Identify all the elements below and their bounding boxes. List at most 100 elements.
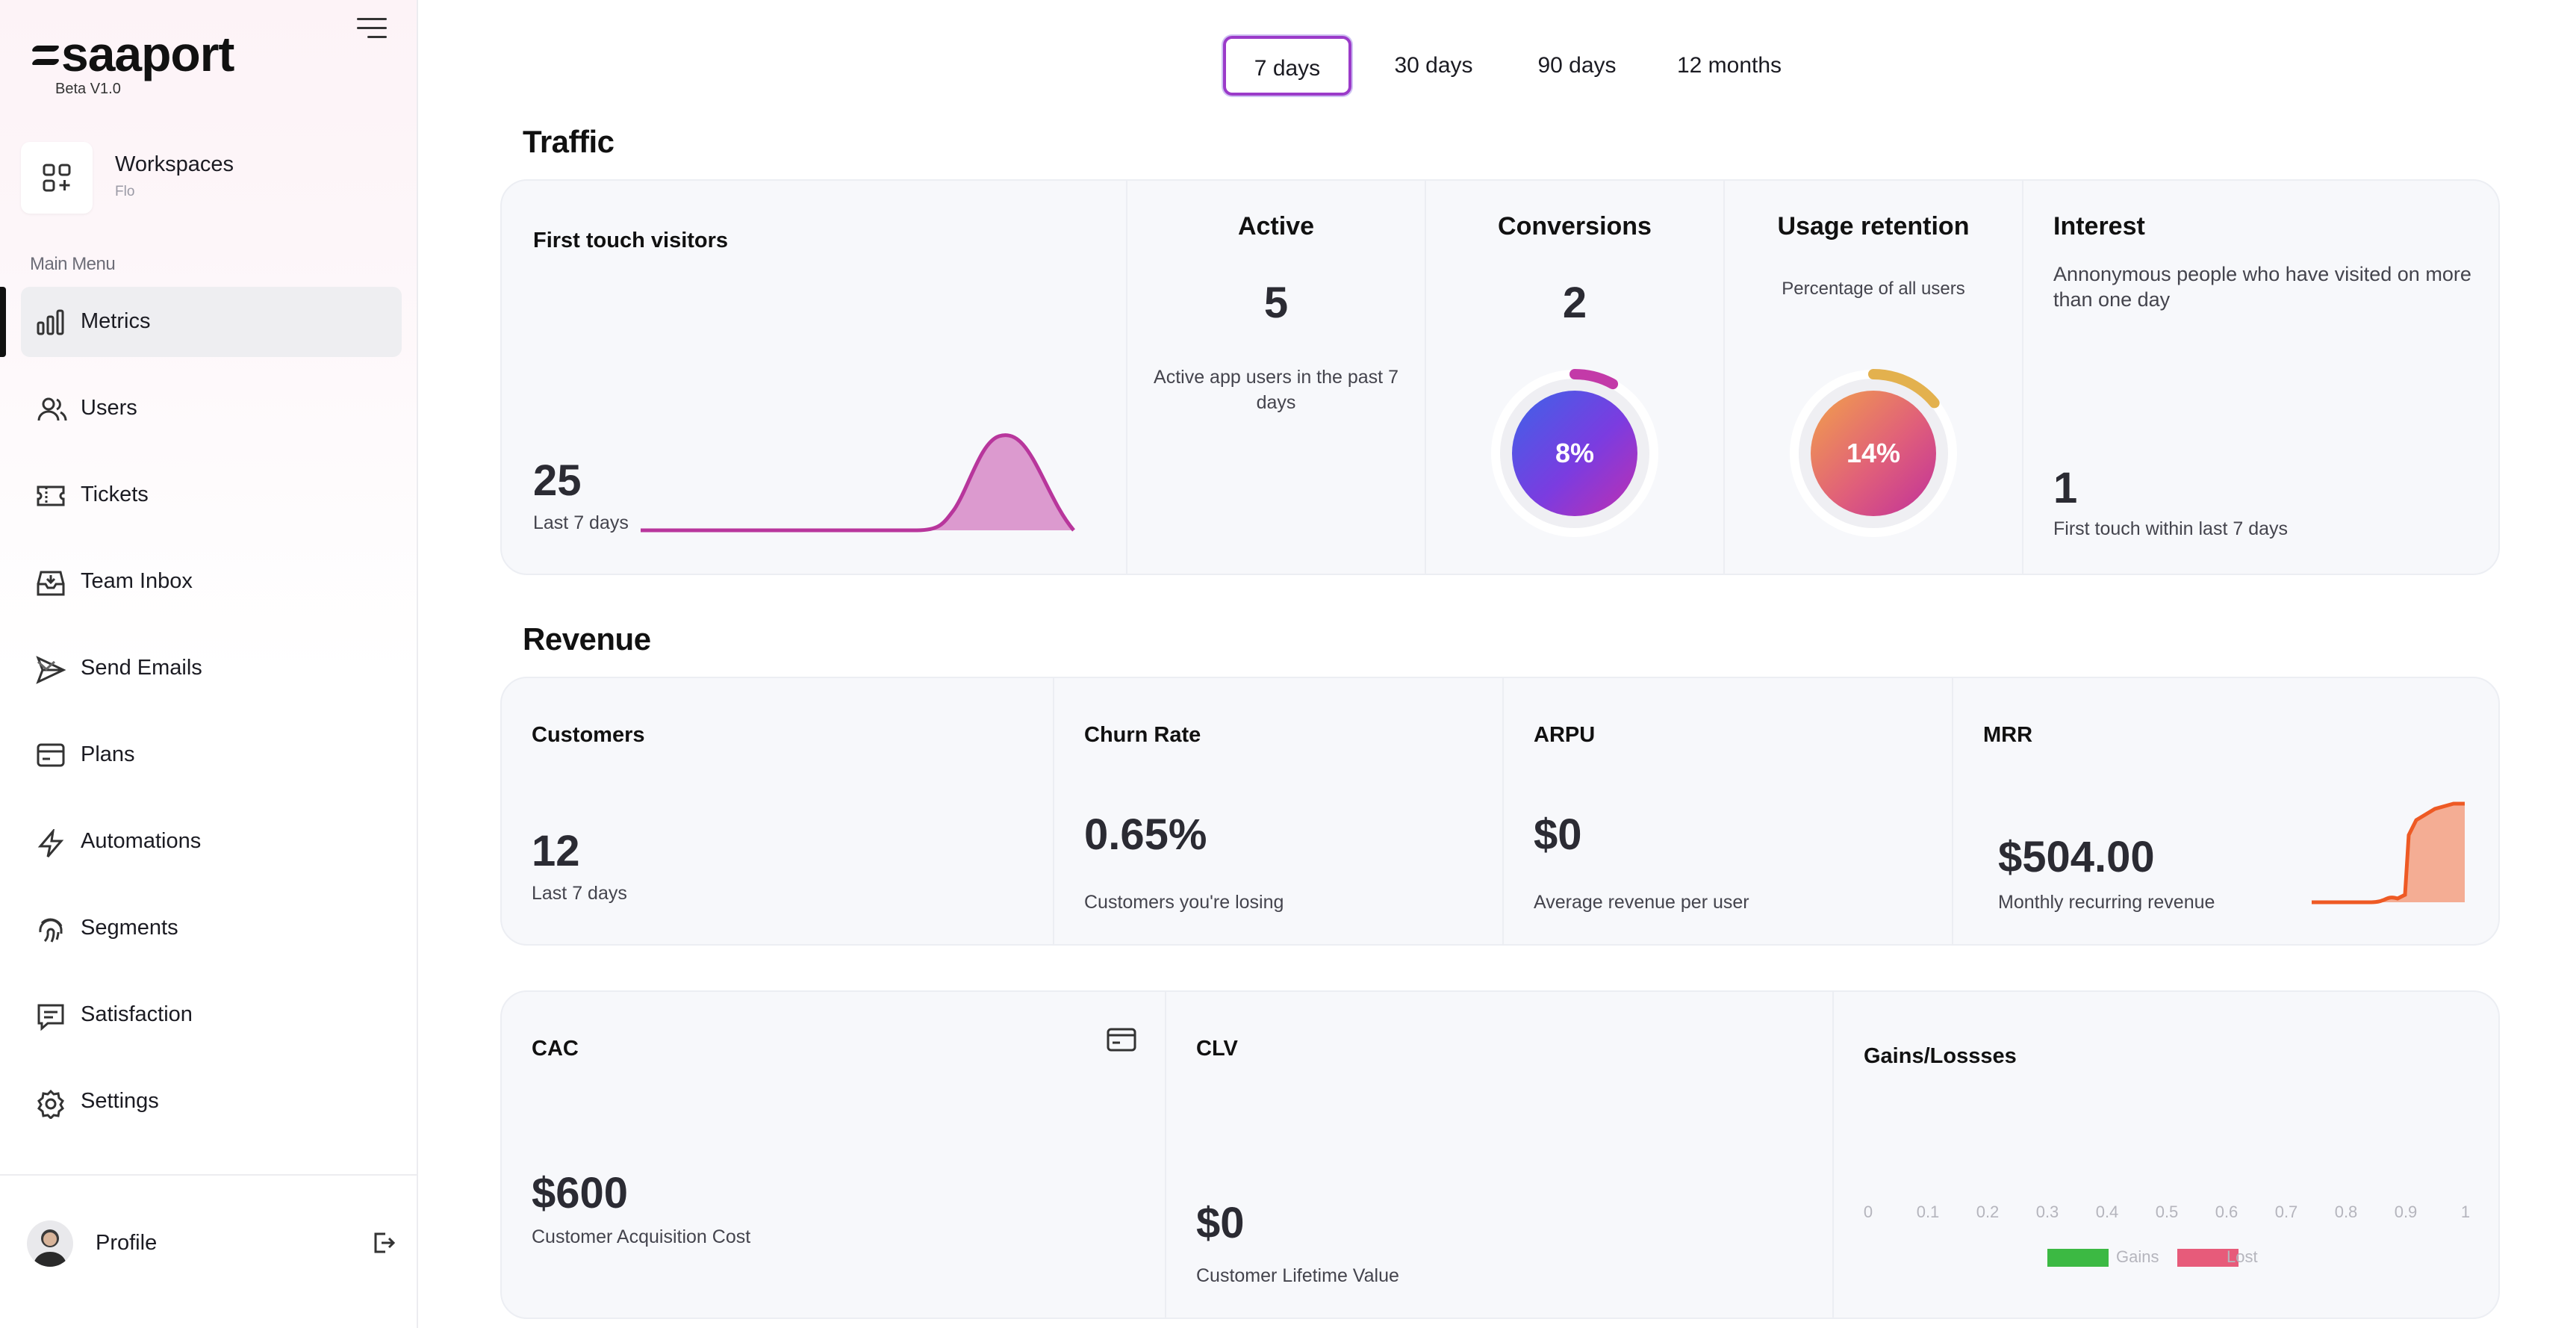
sidebar-item-label: Send Emails	[81, 656, 202, 680]
workspace-subtitle: Flo	[115, 184, 135, 199]
legend-lost-label: Lost	[2227, 1247, 2258, 1266]
cac-title: CAC	[532, 1037, 579, 1061]
sidebar-item-users[interactable]: Users	[21, 373, 402, 444]
clv-value: $0	[1196, 1199, 1245, 1247]
clv-title: CLV	[1196, 1037, 1238, 1061]
tab-30-days[interactable]: 30 days	[1394, 53, 1473, 78]
legend-gains-swatch	[2047, 1249, 2109, 1267]
logo-mark-icon	[33, 41, 58, 66]
workspace-icon	[21, 142, 93, 214]
interest-description: Annonymous people who have visited on mo…	[2053, 263, 2471, 311]
sidebar-item-label: Team Inbox	[81, 569, 193, 593]
workspace-switcher[interactable]: Workspaces Flo	[21, 142, 394, 217]
first-touch-sparkline	[641, 433, 1075, 533]
usage-retention-title: Usage retention	[1777, 212, 1970, 241]
usage-retention-card: Usage retention Percentage of all users …	[1725, 181, 2022, 574]
gains-losses-axis: 0 0.1 0.2 0.3 0.4 0.5 0.6 0.7 0.8 0.9 1	[1834, 1203, 2500, 1232]
credit-card-icon	[37, 743, 65, 767]
sidebar-item-label: Plans	[81, 742, 135, 766]
menu-toggle-icon[interactable]	[354, 15, 387, 40]
logout-icon[interactable]	[372, 1231, 396, 1255]
sidebar-item-send-emails[interactable]: Send Emails	[21, 633, 402, 704]
sidebar-item-satisfaction[interactable]: Satisfaction	[21, 980, 402, 1050]
sidebar-item-team-inbox[interactable]: Team Inbox	[21, 547, 402, 617]
sidebar-item-label: Automations	[81, 829, 202, 853]
conversions-value: 2	[1562, 279, 1587, 327]
divider	[2022, 181, 2023, 574]
tab-12-months[interactable]: 12 months	[1676, 53, 1782, 78]
gains-losses-card: Gains/Lossses 0 0.1 0.2 0.3 0.4 0.5 0.6 0.7 0.8 0…	[1834, 992, 2500, 1318]
profile-link[interactable]: Profile	[27, 1217, 400, 1270]
active-title: Active	[1237, 212, 1315, 241]
sidebar-item-segments[interactable]: Segments	[21, 893, 402, 964]
sidebar: saaport Beta V1.0 Workspaces Flo Main Me…	[0, 0, 418, 1328]
usage-retention-donut: 14%	[1786, 366, 1961, 541]
clv-caption: Customer Lifetime Value	[1196, 1265, 1399, 1286]
cost-panel: CAC $600 Customer Acquisition Cost CLV $…	[500, 990, 2500, 1319]
traffic-panel: First touch visitors 25 Last 7 days Acti…	[500, 179, 2500, 575]
axis-tick-label: 0.9	[2394, 1203, 2418, 1221]
divider	[1165, 992, 1166, 1318]
conversions-donut: 8%	[1487, 366, 1662, 541]
legend-lost-swatch	[2177, 1249, 2239, 1267]
clv-card: CLV $0 Customer Lifetime Value	[1166, 992, 1832, 1318]
sidebar-item-label: Metrics	[81, 309, 151, 333]
mrr-value: $504.00	[1998, 833, 2155, 881]
lightning-icon	[37, 829, 64, 857]
sidebar-item-settings[interactable]: Settings	[21, 1067, 402, 1137]
interest-caption: First touch within last 7 days	[2053, 518, 2289, 539]
tab-90-days[interactable]: 90 days	[1537, 53, 1617, 78]
sidebar-item-tickets[interactable]: Tickets	[21, 460, 402, 530]
sidebar-item-plans[interactable]: Plans	[21, 720, 402, 790]
conversions-card: Conversions 2 8%	[1426, 181, 1723, 574]
avatar	[27, 1220, 73, 1267]
message-icon	[37, 1004, 64, 1031]
cac-card: CAC $600 Customer Acquisition Cost	[502, 992, 1165, 1318]
tab-7-days[interactable]: 7 days	[1223, 36, 1351, 96]
fingerprint-icon	[39, 918, 63, 943]
axis-tick-label: 0.3	[2035, 1203, 2059, 1221]
arpu-title: ARPU	[1534, 723, 1596, 747]
workspace-title: Workspaces	[115, 152, 234, 176]
divider	[1832, 992, 1834, 1318]
axis-tick-label: 1	[2460, 1203, 2471, 1221]
axis-tick-label: 0.2	[1976, 1203, 2000, 1221]
gains-losses-title: Gains/Lossses	[1864, 1044, 2017, 1068]
divider	[1502, 678, 1504, 944]
customers-value: 12	[532, 827, 580, 875]
credit-card-icon[interactable]	[1107, 1028, 1136, 1052]
customers-caption: Last 7 days	[532, 883, 627, 904]
inbox-icon	[37, 571, 65, 596]
conversions-percent: 8%	[1555, 438, 1595, 468]
gear-icon	[37, 1089, 64, 1119]
first-touch-caption: Last 7 days	[533, 512, 629, 533]
axis-tick-label: 0.4	[2095, 1203, 2119, 1221]
churn-caption: Customers you're losing	[1084, 892, 1284, 913]
axis-tick-label: 0.6	[2215, 1203, 2239, 1221]
ticket-icon	[37, 485, 65, 506]
sidebar-item-label: Segments	[81, 916, 178, 940]
revenue-panel: Customers 12 Last 7 days Churn Rate 0.65…	[500, 677, 2500, 946]
arpu-value: $0	[1534, 810, 1582, 859]
main-menu-label: Main Menu	[30, 254, 116, 274]
legend-gains-label: Gains	[2116, 1247, 2159, 1266]
conversions-progress-arc	[1569, 369, 1619, 390]
sidebar-item-automations[interactable]: Automations	[21, 807, 402, 877]
interest-card: Interest Annonymous people who have visi…	[2023, 181, 2500, 574]
brand-logo[interactable]: saaport	[33, 25, 234, 82]
version-label: Beta V1.0	[55, 81, 121, 97]
arpu-caption: Average revenue per user	[1534, 892, 1749, 913]
sidebar-item-label: Satisfaction	[81, 1002, 193, 1026]
divider	[1126, 181, 1127, 574]
sidebar-item-label: Tickets	[81, 483, 149, 506]
chevron-down-icon[interactable]	[36, 659, 57, 672]
churn-card: Churn Rate 0.65% Customers you're losing	[1054, 678, 1502, 944]
axis-tick-label: 0.7	[2274, 1203, 2298, 1221]
sidebar-item-metrics[interactable]: Metrics	[0, 287, 402, 357]
sidebar-divider	[0, 1174, 417, 1176]
customers-card: Customers 12 Last 7 days	[502, 678, 1053, 944]
divider	[1053, 678, 1054, 944]
users-icon	[37, 397, 67, 421]
mrr-caption: Monthly recurring revenue	[1998, 892, 2215, 913]
divider	[1952, 678, 1953, 944]
